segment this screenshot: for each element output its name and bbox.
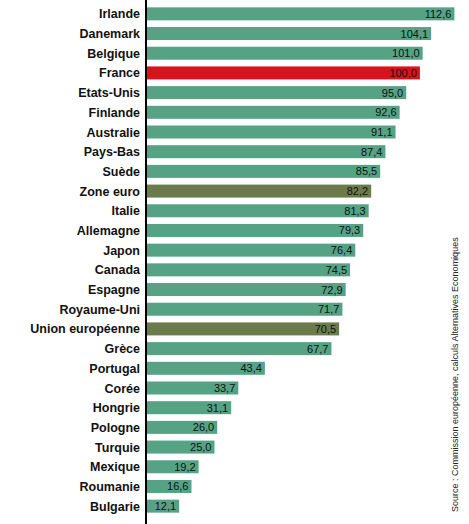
data-label: 101,0 (392, 47, 420, 59)
category-label: Mexique (90, 460, 140, 474)
category-label: Japon (103, 244, 140, 258)
data-label: 104,1 (401, 28, 429, 40)
category-label: Finlande (89, 106, 140, 120)
data-label: 76,4 (331, 244, 352, 256)
bar (146, 500, 179, 513)
bar (146, 421, 217, 434)
data-label: 33,7 (214, 382, 235, 394)
bars (146, 7, 454, 512)
data-label: 31,1 (207, 402, 228, 414)
category-label: Canada (95, 263, 141, 277)
bar (146, 322, 339, 335)
axis-line (145, 0, 147, 524)
category-label: France (99, 66, 140, 80)
chart-svg: Irlande 112,6 Danemark 104,1 Belgique 101,0 Fr… (0, 0, 469, 524)
bar (146, 303, 342, 316)
labels: Irlande 112,6 Danemark 104,1 Belgique 101,0 Fr… (30, 7, 451, 513)
bar (146, 145, 385, 158)
category-label: Danemark (80, 27, 140, 41)
category-label: Roumanie (80, 480, 140, 494)
data-label: 67,7 (307, 343, 328, 355)
chart-container: Irlande 112,6 Danemark 104,1 Belgique 101,0 Fr… (0, 0, 469, 524)
category-label: Portugal (89, 362, 140, 376)
data-label: 74,5 (326, 264, 347, 276)
data-label: 72,9 (321, 284, 342, 296)
bar (146, 460, 199, 473)
bar (146, 480, 191, 493)
data-label: 43,4 (240, 362, 261, 374)
bar (146, 66, 420, 79)
data-label: 81,3 (344, 205, 365, 217)
data-label: 71,7 (318, 303, 339, 315)
bar (146, 106, 400, 119)
data-label: 95,0 (382, 87, 403, 99)
data-label: 112,6 (425, 8, 452, 20)
category-label: Zone euro (80, 185, 141, 199)
category-label: Corée (105, 382, 140, 396)
bar (146, 224, 363, 237)
category-label: Belgique (87, 47, 140, 61)
data-label: 25,0 (190, 441, 211, 453)
data-label: 87,4 (361, 146, 382, 158)
category-label: Bulgarie (90, 500, 140, 514)
category-label: Irlande (99, 7, 140, 21)
data-label: 92,6 (375, 106, 396, 118)
category-label: Etats-Unis (78, 86, 140, 100)
bar (146, 126, 396, 139)
bar (146, 27, 431, 40)
category-label: Hongrie (93, 401, 140, 415)
data-label: 82,2 (347, 185, 368, 197)
category-label: Turquie (95, 441, 140, 455)
bar (146, 244, 355, 257)
bar (146, 47, 423, 60)
category-label: Espagne (88, 283, 140, 297)
bar (146, 441, 214, 454)
bar (146, 382, 238, 395)
bar (146, 263, 350, 276)
category-label: Pologne (91, 421, 140, 435)
data-label: 70,5 (315, 323, 336, 335)
category-label: Australie (87, 126, 141, 140)
data-label: 16,6 (167, 480, 188, 492)
data-label: 79,3 (339, 224, 360, 236)
source-note: Source : Commission européenne, calculs … (450, 237, 460, 512)
bar (146, 204, 369, 217)
data-label: 12,1 (155, 500, 176, 512)
category-label: Union européenne (30, 322, 140, 336)
category-label: Grèce (105, 342, 140, 356)
data-label: 19,2 (174, 461, 195, 473)
data-label: 26,0 (193, 421, 214, 433)
category-label: Pays-Bas (84, 145, 140, 159)
category-label: Suède (102, 165, 140, 179)
bar (146, 362, 265, 375)
bar (146, 401, 231, 414)
bar (146, 185, 371, 198)
bar (146, 165, 380, 178)
bar (146, 283, 346, 296)
data-label: 100,0 (389, 67, 417, 79)
bar (146, 342, 331, 355)
data-label: 91,1 (371, 126, 392, 138)
bar (146, 7, 454, 20)
data-label: 85,5 (356, 165, 377, 177)
bar (146, 86, 406, 99)
category-label: Allemagne (77, 224, 140, 238)
category-label: Royaume-Uni (59, 303, 140, 317)
category-label: Italie (112, 204, 141, 218)
